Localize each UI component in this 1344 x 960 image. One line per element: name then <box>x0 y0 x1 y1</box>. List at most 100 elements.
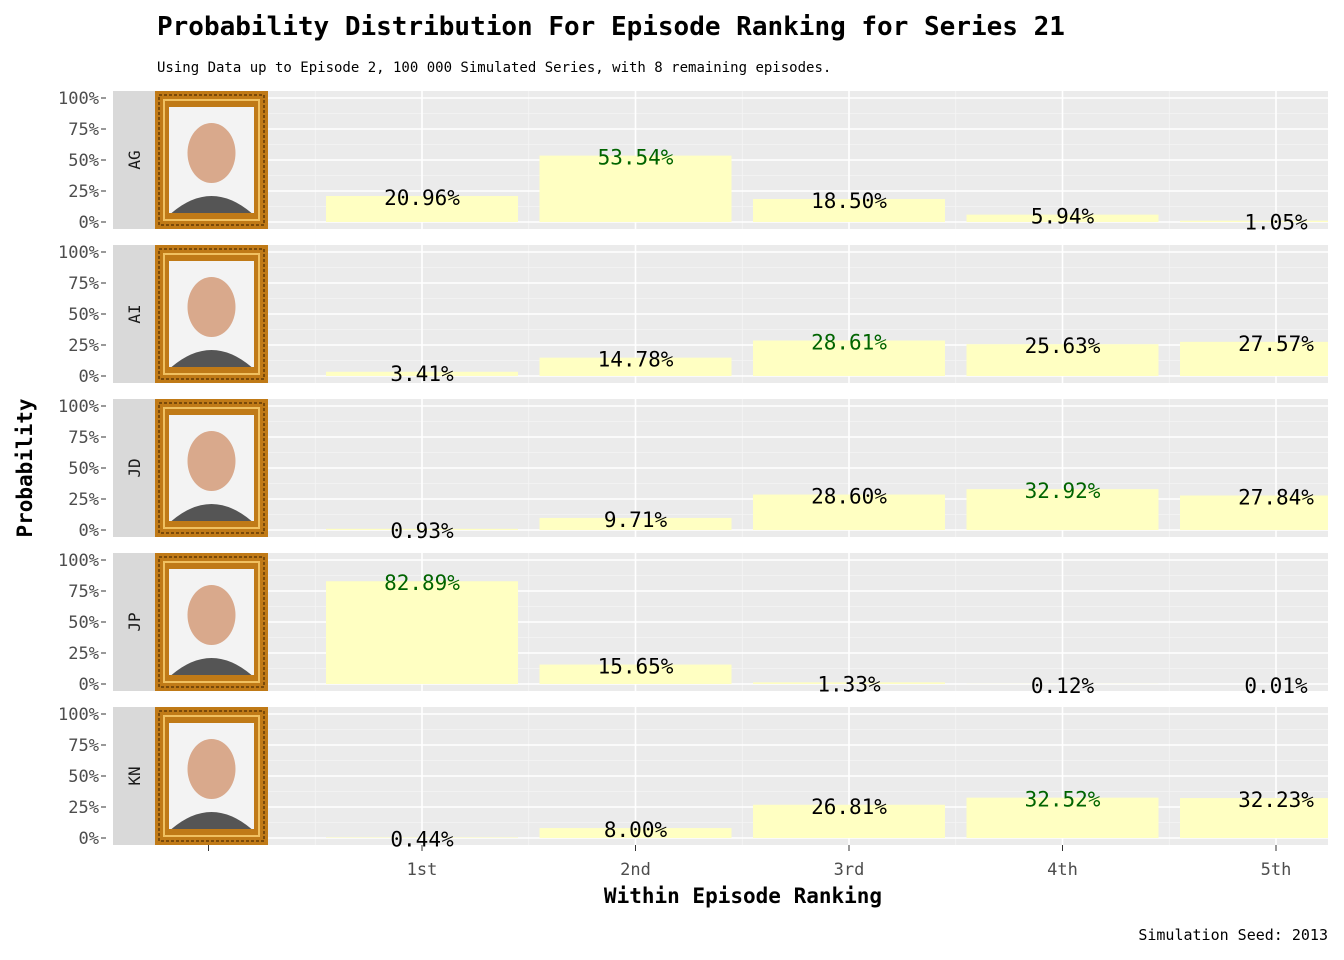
data-label: 0.12% <box>1031 674 1095 698</box>
portrait-shoulders <box>171 658 252 675</box>
data-label: 0.93% <box>390 519 454 543</box>
data-label: 9.71% <box>604 508 668 532</box>
y-tick-label: 50% <box>68 459 99 479</box>
bar <box>1180 798 1328 838</box>
y-tick-label: 50% <box>68 613 99 633</box>
data-label: 14.78% <box>598 348 674 372</box>
data-label: 1.33% <box>817 672 881 696</box>
facet-label: AG <box>125 150 144 169</box>
y-axis-label: Probability <box>13 398 37 537</box>
bar <box>326 837 518 838</box>
facet-panel: 0%25%50%75%100%0.44% 8.00%26.81% 32.52% 32.… <box>58 705 1328 851</box>
y-tick-label: 0% <box>79 213 99 233</box>
data-label: 53.54% <box>598 146 674 170</box>
x-tick-label: 3rd <box>834 860 865 880</box>
y-tick-label: 50% <box>68 305 99 325</box>
y-tick-label: 0% <box>79 521 99 541</box>
bar <box>539 828 732 838</box>
bar <box>1180 341 1328 376</box>
bar <box>539 664 732 684</box>
portrait-face <box>187 431 236 491</box>
x-tick-label: 2nd <box>620 860 651 880</box>
y-tick-label: 100% <box>58 89 99 109</box>
frame-ornament <box>163 715 260 837</box>
data-label: 1.05% <box>1244 211 1308 235</box>
y-tick-label: 100% <box>58 705 99 725</box>
data-label: 8.00% <box>604 818 668 842</box>
chart-subtitle: Using Data up to Episode 2, 100 000 Simu… <box>157 60 831 76</box>
portrait-face <box>187 277 236 337</box>
y-tick-label: 25% <box>68 336 99 356</box>
y-tick-label: 0% <box>79 367 99 387</box>
data-label: 32.52% <box>1025 788 1101 812</box>
data-label: 32.23% <box>1238 788 1314 812</box>
y-tick-label: 100% <box>58 551 99 571</box>
y-tick-label: 75% <box>68 428 99 448</box>
chart-title: Probability Distribution For Episode Ran… <box>157 12 1065 42</box>
data-label: 15.65% <box>598 655 674 679</box>
bar <box>753 340 945 376</box>
y-tick-label: 0% <box>79 829 99 849</box>
facet-strip <box>113 399 155 537</box>
bar <box>753 682 945 684</box>
facet-strip <box>113 553 155 691</box>
facet-label: JP <box>125 612 144 631</box>
data-label: 18.50% <box>811 189 887 213</box>
x-axis: 1st 2nd 3rd 4th 5th <box>208 845 1291 880</box>
bar <box>539 155 732 222</box>
frame-ornament <box>158 402 265 534</box>
frame-ornament <box>163 253 260 375</box>
data-label: 32.92% <box>1025 479 1101 503</box>
x-axis-label: Within Episode Ranking <box>604 884 882 908</box>
portrait-shoulders <box>171 812 252 829</box>
y-tick-label: 75% <box>68 582 99 602</box>
bar <box>753 494 945 530</box>
data-label: 26.81% <box>811 795 887 819</box>
data-label: 3.41% <box>390 362 454 386</box>
y-tick-label: 25% <box>68 798 99 818</box>
facet-label: JD <box>125 458 144 477</box>
y-tick-label: 25% <box>68 182 99 202</box>
bar <box>1180 495 1328 530</box>
bar <box>753 199 945 222</box>
data-label: 25.63% <box>1025 334 1101 358</box>
y-tick-label: 100% <box>58 397 99 417</box>
frame-ornament <box>158 710 265 842</box>
facet-strip <box>113 91 155 229</box>
portrait-shoulders <box>171 196 252 213</box>
bar <box>966 214 1159 222</box>
frame-ornament <box>163 561 260 683</box>
bar <box>326 196 518 222</box>
bar <box>753 804 945 838</box>
x-tick-label: 4th <box>1047 860 1078 880</box>
facet-panel: 0% 25% 50% 75% 100% 82.89% 15.65% 1.33% 0.12% 0.0… <box>58 551 1328 698</box>
bar <box>326 528 518 530</box>
bar <box>539 357 732 376</box>
facet-panels: 0% 25% 50% 75% 100% 20.96% 53.54% 18.50% 5.94% 1.… <box>58 89 1328 851</box>
y-tick-label: 75% <box>68 120 99 140</box>
data-label: 82.89% <box>384 571 460 595</box>
bar <box>966 797 1159 838</box>
facet-label: AI <box>125 304 144 323</box>
y-tick-label: 25% <box>68 644 99 664</box>
facet-panel: 0% 25% 50% 75% 100% 20.96% 53.54% 18.50% 5.94% 1.… <box>58 89 1328 235</box>
y-tick-label: 25% <box>68 490 99 510</box>
facet-strip <box>113 707 155 845</box>
bar <box>966 344 1159 376</box>
data-label: 28.61% <box>811 331 887 355</box>
frame-ornament <box>158 248 265 380</box>
frame-ornament <box>158 556 265 688</box>
portrait-shoulders <box>171 504 252 521</box>
data-label: 28.60% <box>811 485 887 509</box>
data-label: 20.96% <box>384 186 460 210</box>
facet-panel: 0% 25% 50% 75% 100% 0.93% 9.71% 28.60% 32.92% 27.… <box>58 397 1328 543</box>
frame-ornament <box>163 407 260 529</box>
bar <box>539 517 732 530</box>
bar <box>1180 220 1328 222</box>
y-tick-label: 100% <box>58 243 99 263</box>
data-label: 5.94% <box>1031 205 1095 229</box>
y-tick-label: 50% <box>68 151 99 171</box>
chart-caption: Simulation Seed: 2013 <box>1138 926 1328 944</box>
frame-ornament <box>158 94 265 226</box>
